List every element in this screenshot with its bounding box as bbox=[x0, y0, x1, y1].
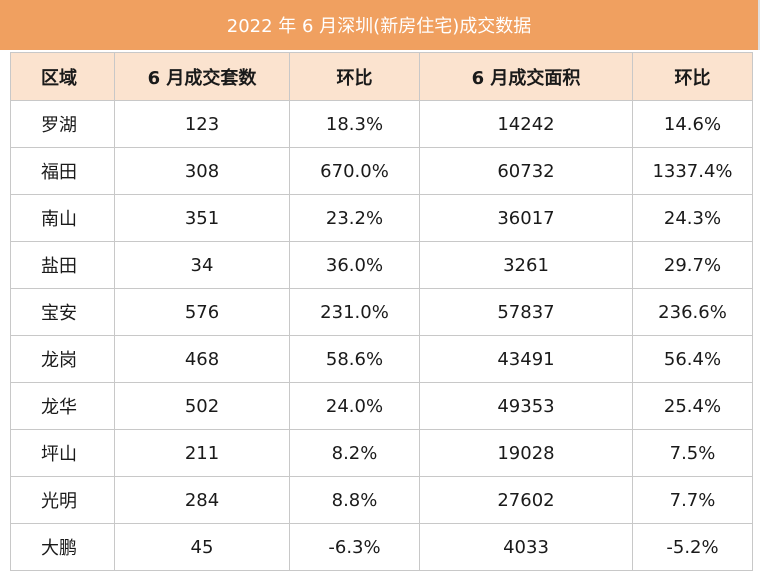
cell-district: 盐田 bbox=[10, 241, 115, 289]
header-june-area: 6 月成交面积 bbox=[419, 52, 633, 101]
cell-district: 龙华 bbox=[10, 382, 115, 430]
cell-area: 49353 bbox=[419, 382, 633, 430]
cell-units-mom: 36.0% bbox=[289, 241, 420, 289]
header-june-units: 6 月成交套数 bbox=[114, 52, 290, 101]
cell-area: 4033 bbox=[419, 523, 633, 571]
cell-area-mom: 1337.4% bbox=[632, 147, 753, 195]
cell-area-mom: 14.6% bbox=[632, 100, 753, 148]
table-row: 坪山 211 8.2% 19028 7.5% bbox=[10, 429, 753, 477]
table-title-text: 2022 年 6 月深圳(新房住宅)成交数据 bbox=[226, 16, 532, 37]
cell-area: 57837 bbox=[419, 288, 633, 336]
table-title: 2022 年 6 月深圳(新房住宅)成交数据 bbox=[0, 0, 760, 50]
cell-area-mom: 236.6% bbox=[632, 288, 753, 336]
table-row: 大鹏 45 -6.3% 4033 -5.2% bbox=[10, 523, 753, 571]
cell-units-mom: 231.0% bbox=[289, 288, 420, 336]
cell-units: 45 bbox=[114, 523, 290, 571]
cell-area: 43491 bbox=[419, 335, 633, 383]
cell-units-mom: 8.8% bbox=[289, 476, 420, 524]
cell-units-mom: 23.2% bbox=[289, 194, 420, 242]
cell-district: 福田 bbox=[10, 147, 115, 195]
header-units-mom: 环比 bbox=[289, 52, 420, 101]
cell-area-mom: 7.5% bbox=[632, 429, 753, 477]
cell-units: 308 bbox=[114, 147, 290, 195]
table-row: 南山 351 23.2% 36017 24.3% bbox=[10, 194, 753, 242]
cell-units-mom: 58.6% bbox=[289, 335, 420, 383]
table-header-row: 区域 6 月成交套数 环比 6 月成交面积 环比 bbox=[10, 52, 753, 101]
cell-area-mom: -5.2% bbox=[632, 523, 753, 571]
cell-units: 284 bbox=[114, 476, 290, 524]
cell-units: 123 bbox=[114, 100, 290, 148]
cell-units: 351 bbox=[114, 194, 290, 242]
table-row: 龙华 502 24.0% 49353 25.4% bbox=[10, 382, 753, 430]
cell-district: 坪山 bbox=[10, 429, 115, 477]
cell-area-mom: 56.4% bbox=[632, 335, 753, 383]
cell-units-mom: 8.2% bbox=[289, 429, 420, 477]
table-row: 福田 308 670.0% 60732 1337.4% bbox=[10, 147, 753, 195]
cell-district: 宝安 bbox=[10, 288, 115, 336]
cell-area-mom: 25.4% bbox=[632, 382, 753, 430]
cell-units-mom: 24.0% bbox=[289, 382, 420, 430]
table-row: 光明 284 8.8% 27602 7.7% bbox=[10, 476, 753, 524]
cell-district: 罗湖 bbox=[10, 100, 115, 148]
cell-area: 14242 bbox=[419, 100, 633, 148]
table-row: 宝安 576 231.0% 57837 236.6% bbox=[10, 288, 753, 336]
cell-units: 502 bbox=[114, 382, 290, 430]
cell-units: 34 bbox=[114, 241, 290, 289]
table-row: 罗湖 123 18.3% 14242 14.6% bbox=[10, 100, 753, 148]
cell-area: 60732 bbox=[419, 147, 633, 195]
cell-district: 龙岗 bbox=[10, 335, 115, 383]
cell-units: 211 bbox=[114, 429, 290, 477]
header-district: 区域 bbox=[10, 52, 115, 101]
cell-units-mom: -6.3% bbox=[289, 523, 420, 571]
cell-district: 大鹏 bbox=[10, 523, 115, 571]
table-row: 龙岗 468 58.6% 43491 56.4% bbox=[10, 335, 753, 383]
cell-units: 576 bbox=[114, 288, 290, 336]
cell-area: 3261 bbox=[419, 241, 633, 289]
header-area-mom: 环比 bbox=[632, 52, 753, 101]
table-row: 盐田 34 36.0% 3261 29.7% bbox=[10, 241, 753, 289]
cell-district: 南山 bbox=[10, 194, 115, 242]
cell-area: 27602 bbox=[419, 476, 633, 524]
cell-district: 光明 bbox=[10, 476, 115, 524]
cell-units: 468 bbox=[114, 335, 290, 383]
cell-area-mom: 24.3% bbox=[632, 194, 753, 242]
cell-units-mom: 670.0% bbox=[289, 147, 420, 195]
cell-area-mom: 7.7% bbox=[632, 476, 753, 524]
transaction-data-table: 区域 6 月成交套数 环比 6 月成交面积 环比 罗湖 123 18.3% 14… bbox=[10, 52, 753, 571]
cell-area-mom: 29.7% bbox=[632, 241, 753, 289]
cell-area: 36017 bbox=[419, 194, 633, 242]
cell-units-mom: 18.3% bbox=[289, 100, 420, 148]
cell-area: 19028 bbox=[419, 429, 633, 477]
